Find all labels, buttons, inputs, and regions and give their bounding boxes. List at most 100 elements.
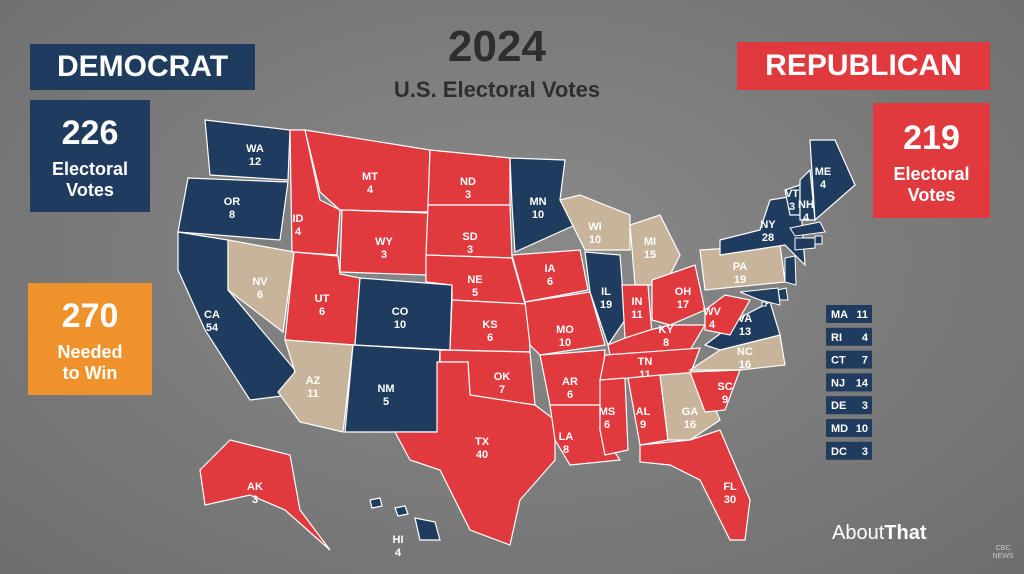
- state-abbr: WY: [375, 236, 393, 248]
- state-votes: 3: [465, 189, 471, 201]
- state-abbr: SC: [717, 381, 732, 393]
- small-state-key: [826, 419, 872, 437]
- state-abbr: MS: [599, 406, 616, 418]
- state-votes: 3: [789, 201, 795, 213]
- brand-bold: That: [884, 522, 927, 544]
- state-abbr: LA: [559, 431, 574, 443]
- state-votes: 10: [532, 209, 544, 221]
- state: [651, 264, 706, 326]
- state-votes: 12: [249, 156, 261, 168]
- small-state: [794, 237, 816, 251]
- state: [809, 139, 856, 222]
- small-state: [784, 255, 797, 286]
- state-votes: 15: [644, 249, 656, 261]
- state-votes: 8: [663, 337, 669, 349]
- brand-light: About: [832, 522, 885, 544]
- state-votes: 11: [639, 369, 651, 381]
- small-state: [739, 287, 781, 306]
- state-abbr: CA: [204, 309, 220, 321]
- small-state: [789, 221, 826, 237]
- state-abbr: NH: [798, 199, 814, 211]
- threshold-votes: 270: [61, 297, 119, 335]
- state-abbr: AR: [562, 376, 578, 388]
- state-abbr: OK: [494, 371, 511, 383]
- state-abbr: WV: [703, 306, 721, 318]
- republican-label: REPUBLICAN: [737, 42, 990, 90]
- state-votes: 11: [631, 309, 643, 321]
- state-votes: 4: [295, 226, 302, 238]
- small-state-abbr: NJ: [831, 377, 845, 389]
- state: [559, 194, 631, 251]
- state-abbr: PA: [733, 261, 748, 273]
- state-abbr: WA: [246, 143, 264, 155]
- state-votes: 4: [803, 212, 810, 224]
- state-votes: 13: [739, 326, 751, 338]
- small-state-abbr: DE: [831, 400, 846, 412]
- small-state-key: [826, 396, 872, 415]
- state: [393, 361, 556, 546]
- state: [704, 294, 751, 336]
- state-abbr: UT: [315, 293, 330, 305]
- state-votes: 16: [739, 359, 751, 371]
- state-votes: 40: [476, 449, 488, 461]
- small-state-abbr: RI: [831, 332, 842, 344]
- state-votes: 8: [563, 444, 569, 456]
- state-abbr: MT: [362, 171, 378, 183]
- state: [639, 429, 751, 541]
- small-state-votes: 11: [856, 309, 868, 321]
- state-abbr: WI: [588, 221, 601, 233]
- small-state-abbr: MD: [831, 423, 848, 435]
- state-votes: 54: [206, 322, 219, 334]
- state-abbr: AZ: [306, 375, 321, 387]
- state-abbr: MN: [529, 196, 546, 208]
- state-votes: 3: [381, 249, 387, 261]
- state-abbr: NY: [760, 219, 776, 231]
- state-abbr: ND: [460, 176, 476, 188]
- democrat-caption: Electoral Votes: [51, 159, 129, 200]
- state-votes: 5: [383, 396, 389, 408]
- small-state-key: [826, 327, 872, 346]
- small-state-key: [826, 350, 872, 369]
- state-votes: 10: [589, 234, 601, 246]
- state-votes: 16: [684, 419, 696, 431]
- republican-votes: 219: [903, 119, 960, 157]
- small-state-key: [826, 441, 872, 460]
- state-abbr: NM: [377, 383, 394, 395]
- state-abbr: KS: [482, 319, 497, 331]
- state: [177, 177, 289, 241]
- state-votes: 8: [229, 209, 235, 221]
- state-votes: 3: [252, 494, 258, 506]
- republican-total: 219 Electoral Votes: [873, 103, 990, 218]
- state-votes: 4: [367, 184, 374, 196]
- state: [511, 249, 589, 303]
- state-votes: 30: [724, 494, 736, 506]
- small-state-votes: 7: [862, 355, 868, 367]
- threshold-caption: Needed to Win: [57, 342, 123, 383]
- state-votes: 10: [394, 319, 406, 331]
- small-state: [761, 301, 767, 307]
- state-abbr: FL: [723, 481, 737, 493]
- state: [204, 119, 291, 181]
- state-abbr: HI: [393, 534, 404, 546]
- state-votes: 7: [499, 384, 505, 396]
- state-abbr: IA: [545, 263, 556, 275]
- state-votes: 4: [709, 319, 716, 331]
- state-abbr: OH: [675, 286, 692, 298]
- state-votes: 6: [547, 276, 553, 288]
- republican-caption: Electoral Votes: [893, 164, 970, 205]
- state: [524, 291, 606, 356]
- small-state-votes: 4: [862, 332, 869, 344]
- state-abbr: OR: [224, 196, 241, 208]
- state-votes: 5: [472, 287, 478, 299]
- state-votes: 4: [395, 547, 402, 559]
- state-votes: 28: [762, 232, 774, 244]
- state: [584, 251, 626, 347]
- state-abbr: NV: [252, 276, 268, 288]
- small-state-votes: 3: [862, 446, 868, 458]
- state-abbr: ID: [293, 213, 304, 225]
- state-votes: 17: [677, 299, 689, 311]
- small-state: [814, 235, 823, 245]
- state-votes: 6: [257, 289, 263, 301]
- state-abbr: ME: [815, 166, 832, 178]
